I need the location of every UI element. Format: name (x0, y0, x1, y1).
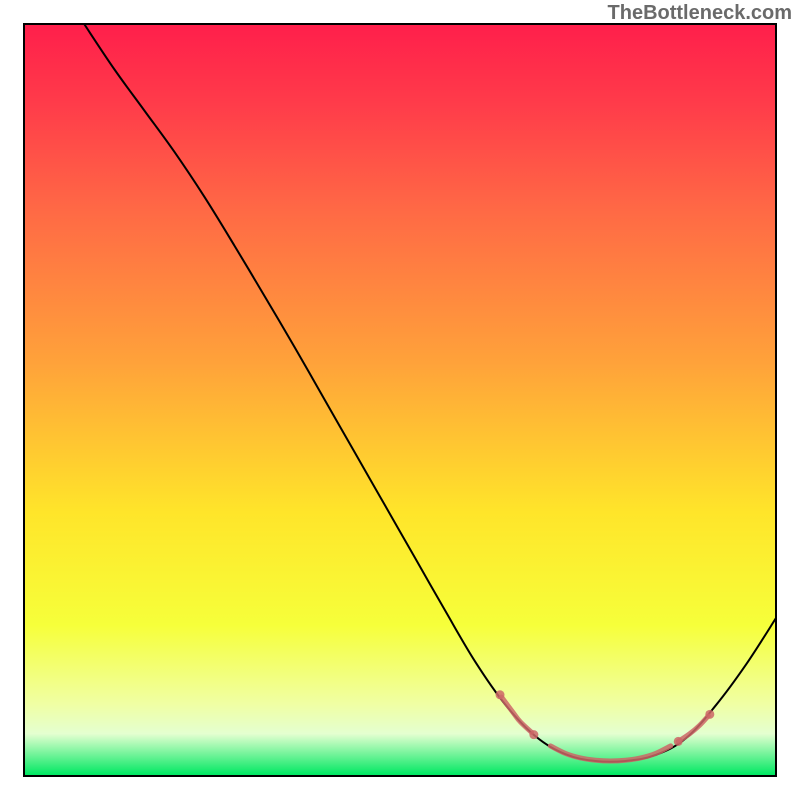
highlight-dot-0 (496, 690, 505, 699)
highlight-dot-1 (529, 730, 538, 739)
gradient-background (25, 25, 775, 775)
highlight-dot-3 (705, 710, 714, 719)
chart-container: TheBottleneck.com (0, 0, 800, 800)
highlight-dot-2 (674, 737, 683, 746)
chart-svg (0, 0, 800, 800)
watermark-text: TheBottleneck.com (608, 2, 792, 25)
